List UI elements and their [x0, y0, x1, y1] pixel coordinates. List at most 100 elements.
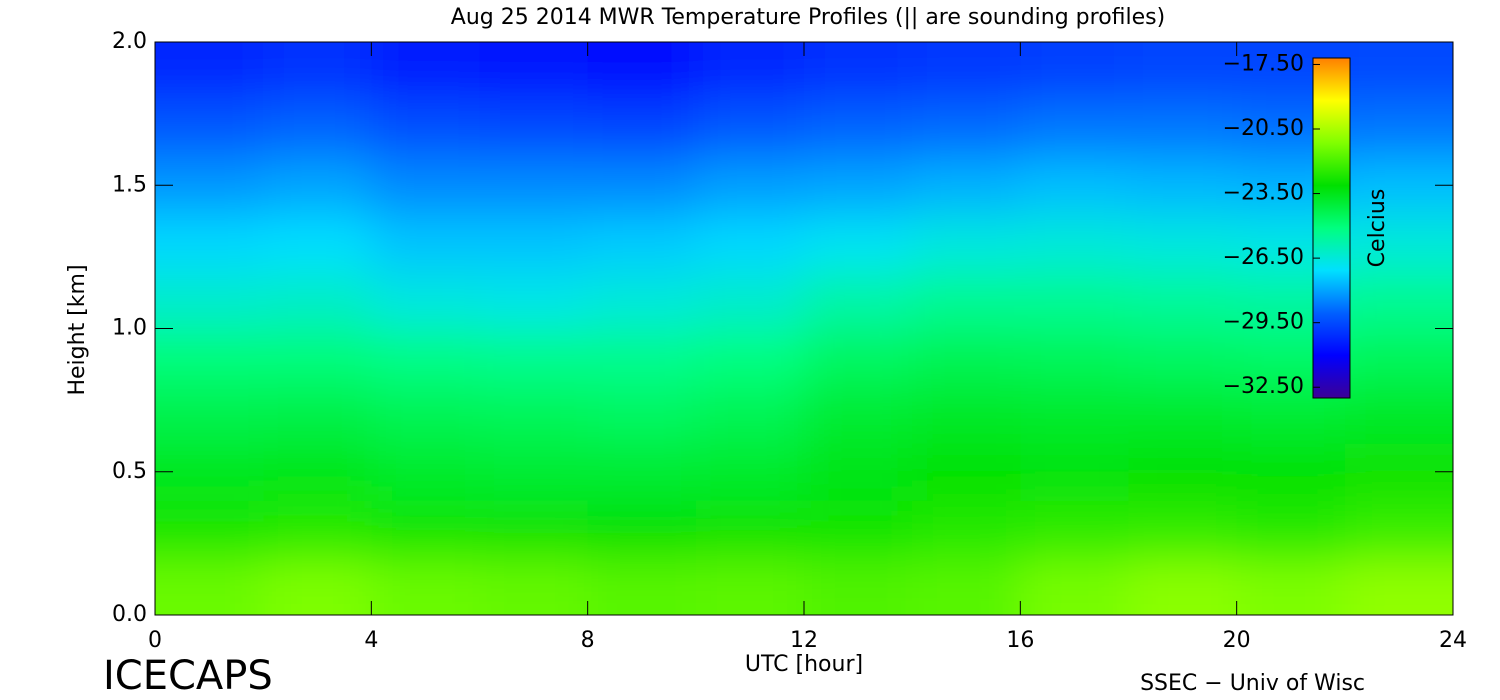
- heat-cell: [155, 213, 264, 272]
- heat-cell: [695, 557, 805, 615]
- heat-cell: [1344, 328, 1453, 387]
- y-tick-label: 0.0: [112, 602, 147, 627]
- colorbar-tick-label: −23.50: [1223, 181, 1304, 206]
- heat-cell: [479, 443, 589, 501]
- footer-right: SSEC − Univ of Wisc: [1140, 671, 1365, 696]
- y-tick-label: 0.5: [112, 459, 147, 484]
- field: [155, 42, 1453, 615]
- heat-cell: [912, 156, 1021, 215]
- heat-cell: [912, 385, 1021, 444]
- heat-cell: [155, 557, 264, 615]
- heat-cell: [912, 42, 1021, 100]
- heat-cell: [155, 500, 264, 559]
- y-tick-label: 2.0: [112, 29, 147, 54]
- heat-cell: [695, 328, 805, 387]
- heat-cell: [695, 99, 805, 158]
- heat-cell: [1128, 443, 1238, 501]
- colorbar-tick-label: −20.50: [1223, 116, 1304, 141]
- heat-cell: [804, 271, 913, 329]
- heat-cell: [1344, 213, 1453, 272]
- heat-cell: [1128, 156, 1238, 215]
- heat-cell: [695, 500, 805, 559]
- heat-cell: [1128, 213, 1238, 272]
- heat-cell: [804, 156, 913, 215]
- heat-cell: [804, 213, 913, 272]
- heat-cell: [804, 328, 913, 387]
- heat-cell: [479, 500, 589, 559]
- heat-cell: [587, 156, 697, 215]
- colorbar-tick-label: −29.50: [1223, 310, 1304, 335]
- heat-cell: [804, 500, 913, 559]
- heat-cell: [371, 156, 480, 215]
- heat-cell: [912, 271, 1021, 329]
- heat-cell: [263, 271, 372, 329]
- heat-cell: [1128, 328, 1238, 387]
- heat-cell: [263, 443, 372, 501]
- heat-cell: [804, 99, 913, 158]
- heat-cell: [804, 443, 913, 501]
- x-tick-label: 16: [1006, 628, 1034, 653]
- heat-cell: [912, 99, 1021, 158]
- heat-cell: [479, 328, 589, 387]
- colorbar-tick-label: −26.50: [1223, 245, 1304, 270]
- heat-cell: [695, 443, 805, 501]
- heat-cell: [587, 99, 697, 158]
- x-tick-label: 24: [1439, 628, 1467, 653]
- heat-cell: [263, 156, 372, 215]
- heat-cell: [1344, 42, 1453, 100]
- colorbar-label: Celcius: [1365, 189, 1390, 268]
- heat-cell: [263, 213, 372, 272]
- heat-cell: [1236, 500, 1346, 559]
- heat-cell: [587, 213, 697, 272]
- heat-cell: [479, 557, 589, 615]
- heat-cell: [912, 328, 1021, 387]
- cells: [155, 42, 1453, 615]
- x-axis-label: UTC [hour]: [745, 652, 863, 677]
- x-tick-label: 8: [581, 628, 595, 653]
- heat-cell: [587, 328, 697, 387]
- heat-cell: [371, 500, 480, 559]
- heat-cell: [155, 443, 264, 501]
- heat-cell: [912, 557, 1021, 615]
- heat-cell: [155, 156, 264, 215]
- heat-cell: [1344, 99, 1453, 158]
- heat-cell: [1020, 271, 1129, 329]
- heat-cell: [263, 42, 372, 100]
- heat-cell: [371, 42, 480, 100]
- heat-cell: [155, 328, 264, 387]
- heat-cell: [804, 385, 913, 444]
- heat-cell: [371, 99, 480, 158]
- heat-cell: [155, 385, 264, 444]
- heat-cell: [371, 443, 480, 501]
- heat-cell: [695, 156, 805, 215]
- heat-cell: [479, 271, 589, 329]
- heat-cell: [1344, 271, 1453, 329]
- heat-cell: [1236, 443, 1346, 501]
- heat-cell: [479, 42, 589, 100]
- heat-cell: [263, 385, 372, 444]
- heat-cell: [371, 328, 480, 387]
- x-tick-label: 4: [364, 628, 378, 653]
- heat-cell: [479, 156, 589, 215]
- heat-cell: [1128, 500, 1238, 559]
- heat-cell: [1020, 99, 1129, 158]
- heat-cell: [479, 213, 589, 272]
- footer-left: ICECAPS: [103, 653, 273, 699]
- heat-cell: [587, 271, 697, 329]
- heat-cell: [912, 443, 1021, 501]
- heat-cell: [804, 42, 913, 100]
- heat-cell: [371, 213, 480, 272]
- heat-cell: [1344, 500, 1453, 559]
- heat-cell: [155, 42, 264, 100]
- heat-cell: [587, 557, 697, 615]
- y-tick-label: 1.0: [112, 316, 147, 341]
- heat-cell: [1344, 557, 1453, 615]
- heat-cell: [587, 385, 697, 444]
- heat-cell: [1020, 213, 1129, 272]
- heat-cell: [1020, 443, 1129, 501]
- heat-cell: [479, 385, 589, 444]
- heat-cell: [1128, 271, 1238, 329]
- y-axis-label: Height [km]: [65, 264, 90, 395]
